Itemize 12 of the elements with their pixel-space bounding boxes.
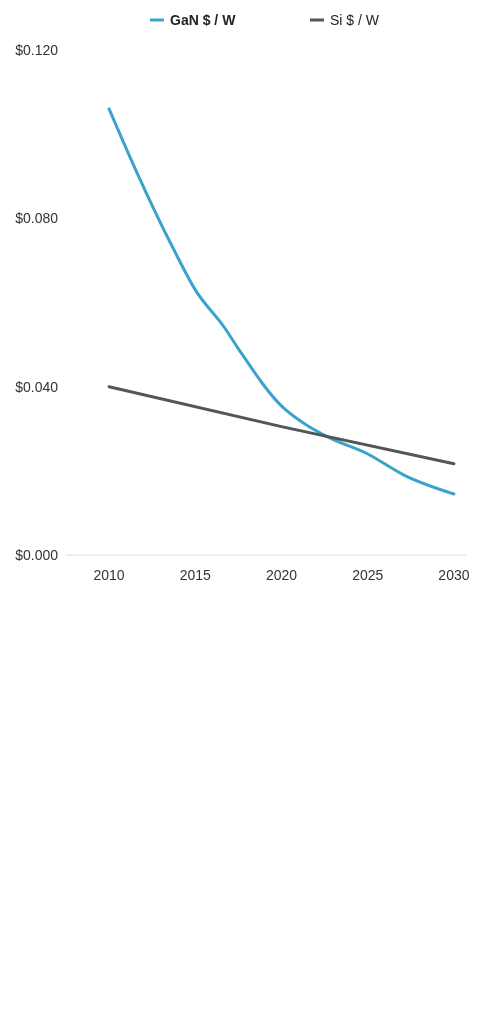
legend-label: Si $ / W (330, 12, 380, 28)
legend-label: GaN $ / W (170, 12, 237, 28)
x-tick-label: 2020 (265, 567, 298, 583)
y-tick-label: $0.080 (15, 210, 59, 227)
line-series (107, 107, 456, 496)
x-tick-label: 2010 (93, 567, 125, 583)
y-tick-label: $0.040 (15, 378, 59, 395)
x-tick-label: 2030 (438, 567, 470, 583)
x-tick-label: 2015 (179, 567, 212, 583)
y-tick-label: $0.120 (15, 42, 59, 58)
y-tick-label: $0.000 (15, 547, 59, 563)
x-tick-label: 2025 (352, 567, 384, 583)
